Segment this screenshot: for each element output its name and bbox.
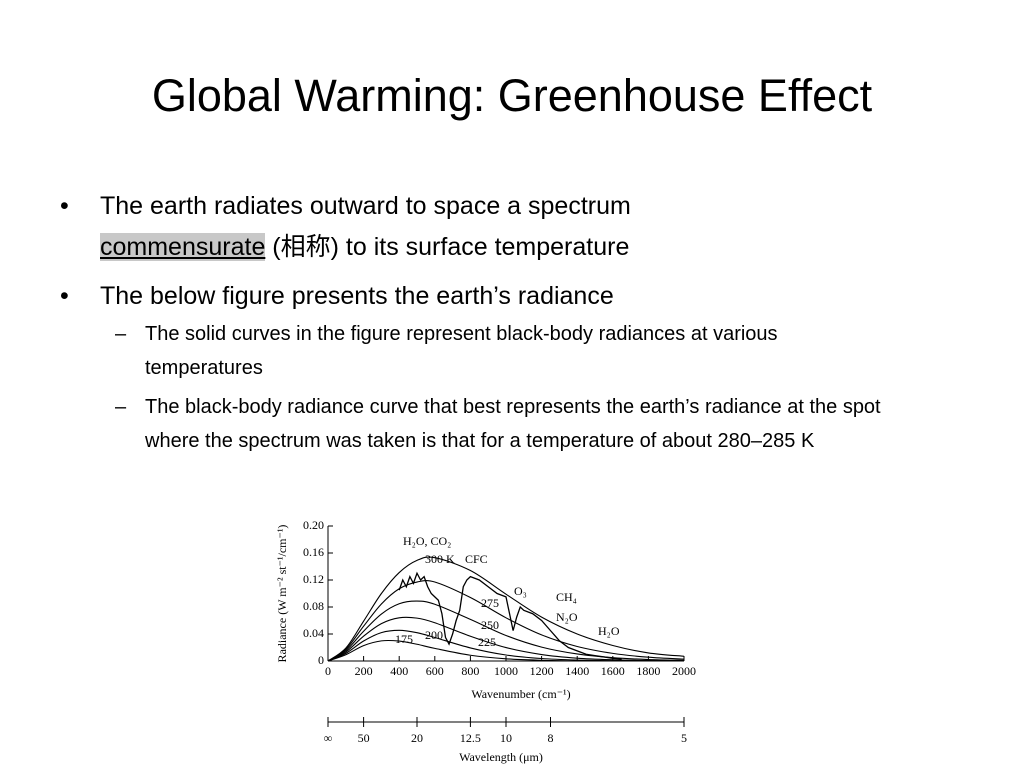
y-tick-label: 0.04: [303, 626, 324, 640]
blackbody-curve: [327, 616, 685, 662]
curve-label: 175: [395, 632, 413, 646]
curve-label: 275: [481, 596, 499, 610]
bullet-list: The earth radiates outward to space a sp…: [60, 186, 881, 466]
sub-bullet: The black-body radiance curve that best …: [115, 390, 885, 458]
x-tick-label: 1600: [601, 664, 625, 678]
y-tick-label: 0.20: [303, 518, 324, 532]
x2-tick-label: ∞: [324, 731, 333, 745]
annotation: H₂O: [598, 624, 620, 638]
x-tick-label: 400: [390, 664, 408, 678]
x2-tick-label: 12.5: [460, 731, 481, 745]
bullet: The below figure presents the earth’s ra…: [60, 276, 881, 458]
y-tick-label: 0.12: [303, 572, 324, 586]
annotation: N₂O: [556, 610, 578, 624]
x-tick-label: 1800: [636, 664, 660, 678]
annotation: CFC: [465, 552, 488, 566]
x-tick-label: 0: [325, 664, 331, 678]
x2-tick-label: 50: [358, 731, 370, 745]
y-tick-label: 0.08: [303, 599, 324, 613]
blackbody-curve: [327, 556, 685, 662]
sub-list: The solid curves in the figure represent…: [115, 317, 885, 458]
curve-label: 300 K: [425, 552, 455, 566]
y-tick-label: 0: [318, 653, 324, 667]
annotation: H₂O, CO₂: [403, 534, 451, 548]
annotation: CH₄: [556, 590, 577, 604]
highlighted-term[interactable]: commensurate: [100, 233, 266, 261]
x-tick-label: 600: [426, 664, 444, 678]
x-tick-label: 1000: [494, 664, 518, 678]
curve-label: 250: [481, 618, 499, 632]
x-axis-label: Wavenumber (cm⁻¹): [471, 687, 570, 701]
x2-tick-label: 20: [411, 731, 423, 745]
text: The below figure presents the earth’s ra…: [100, 282, 614, 310]
bullet: The earth radiates outward to space a sp…: [60, 186, 790, 268]
x-tick-label: 1400: [565, 664, 589, 678]
x-tick-label: 2000: [672, 664, 696, 678]
sub-bullet: The solid curves in the figure represent…: [115, 317, 885, 385]
x2-axis-label: Wavelength (μm): [459, 750, 543, 764]
measured-spectrum: [398, 571, 622, 660]
x-tick-label: 1200: [530, 664, 554, 678]
x2-tick-label: 10: [500, 731, 512, 745]
y-axis-label: Radiance (W m⁻² st⁻¹/cm⁻¹): [275, 525, 289, 663]
text: (相称) to its surface temperature: [265, 233, 630, 261]
x-tick-label: 200: [355, 664, 373, 678]
blackbody-curve: [327, 580, 685, 662]
curve-label: 225: [478, 635, 496, 649]
x2-tick-label: 8: [548, 731, 554, 745]
slide-title: Global Warming: Greenhouse Effect: [151, 70, 873, 121]
x2-tick-label: 5: [681, 731, 687, 745]
blackbody-curve: [327, 600, 685, 662]
text: The earth radiates outward to space a sp…: [100, 192, 631, 220]
x-tick-label: 800: [461, 664, 479, 678]
y-tick-label: 0.16: [303, 545, 324, 559]
blackbody-curve: [327, 639, 685, 662]
curve-label: 200: [425, 628, 443, 642]
annotation: O₃: [514, 584, 527, 598]
